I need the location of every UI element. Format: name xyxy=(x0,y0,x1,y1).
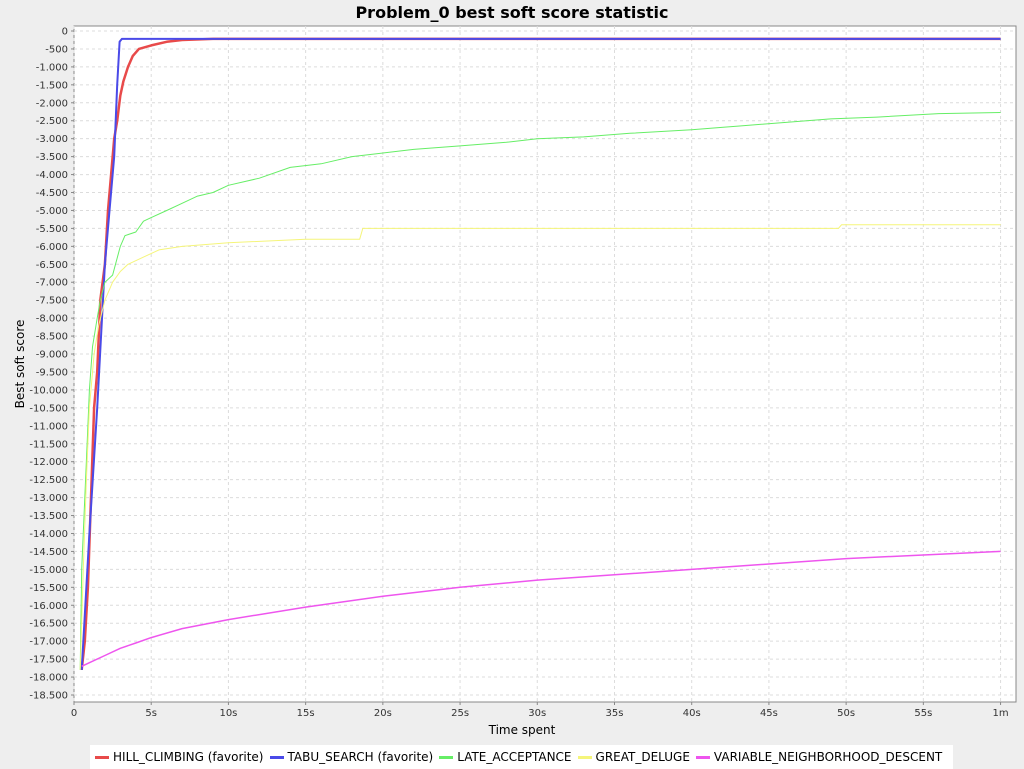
legend: HILL_CLIMBING (favorite) TABU_SEARCH (fav… xyxy=(90,745,954,769)
chart-title: Problem_0 best soft score statistic xyxy=(355,3,669,22)
y-tick-label: -12.500 xyxy=(29,475,68,486)
y-tick-label: -16.500 xyxy=(29,619,68,630)
y-tick-label: -7.000 xyxy=(36,278,68,289)
series-line-tabu-search-favorite xyxy=(80,37,1001,670)
y-tick-label: -14.500 xyxy=(29,547,68,558)
series-layer xyxy=(79,37,1001,671)
legend-swatch xyxy=(269,755,284,759)
legend-label: VARIABLE_NEIGHBORHOOD_DESCENT xyxy=(713,750,943,764)
y-tick-label: -6.500 xyxy=(36,260,68,271)
x-tick-label: 35s xyxy=(606,708,624,719)
series-line-late-acceptance xyxy=(79,112,1001,670)
x-tick-label: 55s xyxy=(914,708,932,719)
x-tick-label: 10s xyxy=(219,708,237,719)
y-tick-label: -12.000 xyxy=(29,457,68,468)
x-tick-label: 0 xyxy=(71,708,77,719)
y-tick-label: -7.500 xyxy=(36,296,68,307)
legend-item-tabu-search-favorite: TABU_SEARCH (favorite) xyxy=(269,750,434,764)
legend-swatch xyxy=(95,755,109,759)
x-tick-label: 45s xyxy=(760,708,778,719)
y-tick-label: -15.500 xyxy=(29,583,68,594)
y-tick-label: -3.000 xyxy=(36,134,68,145)
y-tick-label: -17.500 xyxy=(29,655,68,666)
y-tick-label: -4.000 xyxy=(36,170,68,181)
y-tick-label: -2.500 xyxy=(36,116,68,127)
legend-item-great-deluge: GREAT_DELUGE xyxy=(577,750,690,764)
series-line-variable-neighborhood-descent xyxy=(81,550,1001,667)
y-tick-label: -8.000 xyxy=(36,314,68,325)
y-tick-label: -5.500 xyxy=(36,224,68,235)
y-tick-label: -14.000 xyxy=(29,529,68,540)
legend-swatch xyxy=(577,755,592,759)
y-tick-label: -500 xyxy=(45,44,68,55)
x-tick-label: 50s xyxy=(837,708,855,719)
y-tick-label: -9.000 xyxy=(36,350,68,361)
legend-label: GREAT_DELUGE xyxy=(595,750,690,764)
y-tick-label: -17.000 xyxy=(29,637,68,648)
y-tick-label: -13.500 xyxy=(29,511,68,522)
axis-layer: 0 -500 -1.000 -1.500 -2.000 -2.500 -3.000 -3.50… xyxy=(29,27,1008,720)
y-tick-label: -10.500 xyxy=(29,403,68,414)
y-tick-label: -11.000 xyxy=(29,421,68,432)
y-tick-label: -11.500 xyxy=(29,439,68,450)
y-tick-label: -3.500 xyxy=(36,152,68,163)
x-tick-label: 20s xyxy=(374,708,392,719)
x-tick-label: 25s xyxy=(451,708,469,719)
plot-background xyxy=(73,25,1017,703)
y-tick-label: 0 xyxy=(62,27,68,38)
y-tick-label: -1.500 xyxy=(36,80,68,91)
y-tick-label: -10.000 xyxy=(29,385,68,396)
y-tick-label: -9.500 xyxy=(36,367,68,378)
x-tick-label: 1m xyxy=(993,708,1009,719)
y-tick-label: -4.500 xyxy=(36,188,68,199)
y-tick-label: -18.500 xyxy=(29,691,68,702)
y-tick-label: -13.000 xyxy=(29,493,68,504)
x-tick-label: 30s xyxy=(528,708,546,719)
y-tick-label: -1.000 xyxy=(36,62,68,73)
legend-swatch xyxy=(695,755,710,759)
legend-item-hill-climbing-favorite: HILL_CLIMBING (favorite) xyxy=(95,750,264,764)
x-axis-label: Time spent xyxy=(488,723,556,737)
series-line-great-deluge xyxy=(79,224,1001,670)
legend-label: TABU_SEARCH (favorite) xyxy=(287,750,434,764)
y-tick-label: -15.000 xyxy=(29,565,68,576)
y-tick-label: -5.000 xyxy=(36,206,68,217)
y-tick-label: -18.000 xyxy=(29,673,68,684)
x-tick-label: 5s xyxy=(145,708,157,719)
y-tick-label: -8.500 xyxy=(36,332,68,343)
x-tick-label: 15s xyxy=(297,708,315,719)
y-tick-label: -6.000 xyxy=(36,242,68,253)
legend-swatch xyxy=(439,755,454,759)
legend-label: LATE_ACCEPTANCE xyxy=(457,750,572,764)
legend-label: HILL_CLIMBING (favorite) xyxy=(113,750,264,764)
x-tick-label: 40s xyxy=(683,708,701,719)
legend-item-late-acceptance: LATE_ACCEPTANCE xyxy=(439,750,572,764)
y-tick-label: -2.000 xyxy=(36,98,68,109)
legend-item-variable-neighborhood-descent: VARIABLE_NEIGHBORHOOD_DESCENT xyxy=(695,750,943,764)
y-tick-label: -16.000 xyxy=(29,601,68,612)
